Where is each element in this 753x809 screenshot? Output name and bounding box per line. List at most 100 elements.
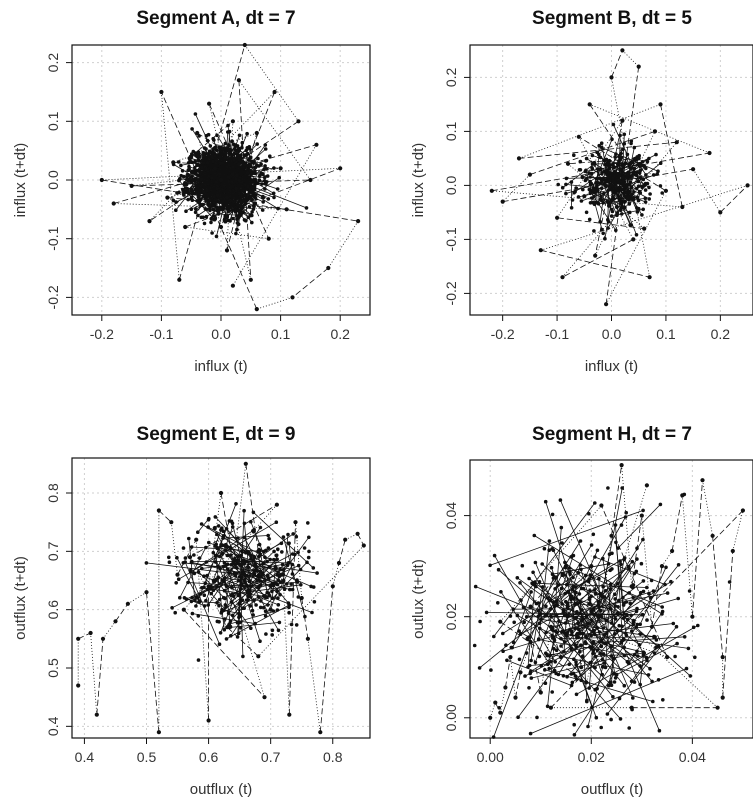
data-point xyxy=(504,643,508,647)
data-point xyxy=(544,630,548,635)
trajectory-segment xyxy=(639,655,644,685)
trajectory-segment xyxy=(594,131,656,256)
data-point xyxy=(670,548,675,554)
trajectory-segment xyxy=(611,77,650,278)
trajectory-segment xyxy=(203,162,221,170)
x-tick-label: 0.2 xyxy=(330,326,350,342)
trajectory-segment xyxy=(529,131,656,175)
data-point xyxy=(278,166,283,171)
data-point xyxy=(484,610,489,615)
data-point xyxy=(336,560,342,566)
data-point xyxy=(527,172,533,177)
y-tick-label: 0.6 xyxy=(45,600,61,620)
data-point xyxy=(578,631,582,636)
data-point xyxy=(268,607,273,612)
data-point xyxy=(230,119,235,124)
data-point xyxy=(290,587,295,592)
data-point xyxy=(538,690,543,695)
data-point xyxy=(592,202,597,207)
trajectory-segment xyxy=(578,136,634,240)
data-point xyxy=(582,194,587,199)
data-point xyxy=(609,644,614,649)
trajectory-segment xyxy=(549,573,563,601)
data-point xyxy=(330,584,335,589)
trajectory-segment xyxy=(544,669,653,702)
data-point xyxy=(614,152,618,156)
trajectory-segment xyxy=(513,591,532,643)
data-point xyxy=(614,186,618,190)
trajectory-segment xyxy=(608,658,615,686)
trajectory-segment xyxy=(176,557,201,602)
data-point xyxy=(245,170,250,175)
data-point xyxy=(252,160,256,164)
data-point xyxy=(156,508,161,513)
data-point xyxy=(263,187,267,191)
data-point xyxy=(99,177,104,183)
trajectory-segment xyxy=(184,155,210,185)
data-point xyxy=(209,217,213,221)
data-point xyxy=(239,200,243,204)
data-point xyxy=(603,236,607,241)
trajectory-segment xyxy=(588,516,626,582)
data-point xyxy=(617,623,621,628)
trajectory-segment xyxy=(178,521,277,580)
data-point xyxy=(221,595,226,600)
trajectory-segment xyxy=(96,638,104,715)
y-tick-label: 0.04 xyxy=(443,502,459,529)
trajectory-segment xyxy=(584,641,604,655)
trajectory-segment xyxy=(520,583,618,635)
trajectory-segment xyxy=(566,544,592,585)
data-point xyxy=(621,147,625,152)
data-point xyxy=(210,176,214,180)
trajectory-segment xyxy=(207,162,246,175)
data-point xyxy=(488,715,493,720)
trajectory-segment xyxy=(517,577,641,667)
data-point xyxy=(263,143,268,147)
trajectory-segment xyxy=(590,189,599,204)
trajectory-segment xyxy=(545,604,599,633)
data-point xyxy=(204,214,209,219)
data-point xyxy=(584,176,589,181)
trajectory-segment xyxy=(253,512,314,569)
y-tick-label: -0.1 xyxy=(443,227,459,251)
data-point xyxy=(611,195,615,199)
trajectory-segment xyxy=(211,181,231,192)
data-point xyxy=(189,196,194,200)
data-point xyxy=(599,503,604,508)
trajectory-segment xyxy=(631,630,648,661)
trajectory-segment xyxy=(338,539,346,564)
data-point xyxy=(586,724,590,729)
data-point xyxy=(225,567,230,571)
data-point xyxy=(225,544,230,549)
data-point xyxy=(586,621,590,626)
data-point xyxy=(276,628,281,633)
data-point xyxy=(188,157,192,162)
data-point xyxy=(625,613,629,617)
data-point xyxy=(568,572,572,576)
data-point xyxy=(680,204,685,210)
data-point xyxy=(630,174,634,178)
trajectory-segment xyxy=(585,485,648,683)
data-point xyxy=(620,212,624,216)
data-point xyxy=(550,690,554,694)
data-point xyxy=(652,129,658,134)
trajectory-segment xyxy=(562,598,679,632)
data-point xyxy=(565,674,569,679)
data-point xyxy=(498,710,503,715)
data-point xyxy=(599,644,604,649)
trajectory-segment xyxy=(205,526,234,601)
data-point xyxy=(508,614,513,618)
data-point xyxy=(621,165,626,169)
trajectory-segment xyxy=(127,591,147,605)
data-point xyxy=(233,556,237,561)
data-point xyxy=(221,536,225,540)
trajectory-segment xyxy=(651,566,663,627)
data-point xyxy=(181,546,186,550)
data-point xyxy=(186,580,190,585)
y-tick-label: -0.2 xyxy=(443,281,459,305)
x-tick-label: 0.7 xyxy=(261,749,281,765)
data-point xyxy=(574,632,579,637)
trajectory-segment xyxy=(301,597,309,639)
trajectory-segment xyxy=(491,152,710,192)
data-point xyxy=(642,183,647,188)
